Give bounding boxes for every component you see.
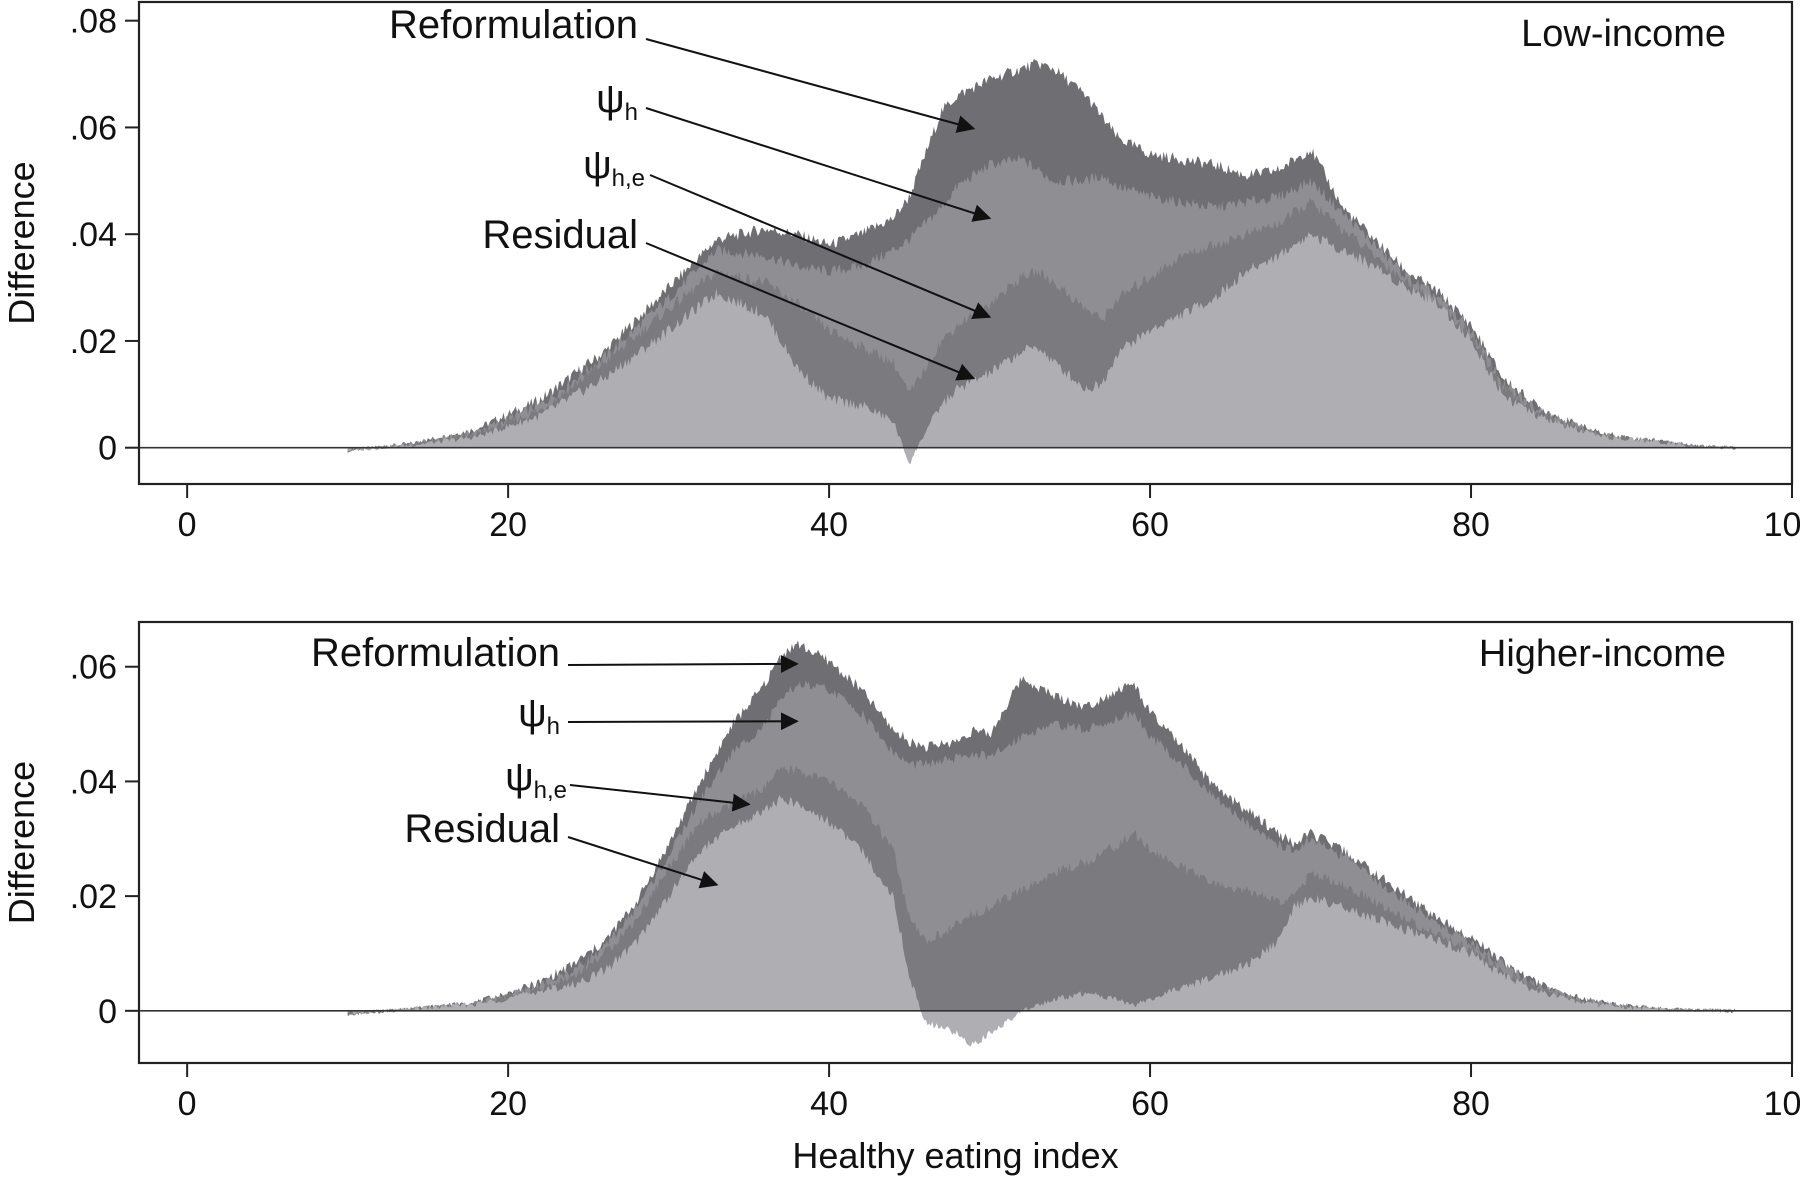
annotation-label: ψh,e [583,143,645,192]
annotation-psi-h-e: ψh,e [583,143,992,319]
annotation-label: Reformulation [311,631,560,675]
annotation-arrow [567,654,799,673]
annotation-residual: Residual [482,213,976,381]
annotation-psi-h: ψh [596,77,992,222]
y-tick-label: .06 [70,649,117,687]
annotation-label: ψh [518,691,560,740]
x-tick-label: 80 [1452,1085,1490,1123]
plot-frame [137,0,1794,486]
area-residual [347,232,1736,465]
annotation-label: Residual [404,807,560,851]
annotation-arrow [569,784,751,812]
annotation-label: ψh [596,77,638,126]
annotation-arrow [649,174,992,319]
plot-frame [137,620,1794,1065]
y-tick-label: .08 [70,3,117,41]
y-axis-title: Difference [1,161,42,324]
x-tick-label: 20 [489,506,527,544]
y-tick-label: .02 [70,878,117,916]
annotation-label: Residual [482,213,638,257]
panel-title: Higher-income [1479,633,1726,675]
panel-low-income: 0 .02 .04 .06 .08 0 20 40 60 80 100 Difference Low-i… [1,0,1800,544]
x-axis-title: Healthy eating index [792,1135,1118,1176]
x-tick-label: 60 [1131,506,1169,544]
annotation-label: ψh,e [505,755,567,804]
panel-title: Low-income [1521,13,1726,55]
x-tick-label: 40 [810,1085,848,1123]
y-tick-label: 0 [98,993,117,1031]
annotation-reformulation: Reformulation [311,631,799,675]
x-tick-label: 60 [1131,1085,1169,1123]
annotation-psi-h-e: ψh,e [505,755,751,812]
y-tick-label: .06 [70,109,117,147]
x-tick-label: 100 [1764,506,1800,544]
annotation-arrow [645,242,976,381]
y-tick-label: .02 [70,323,117,361]
y-axis-title: Difference [1,761,42,924]
x-tick-label: 0 [178,1085,197,1123]
y-tick-label: .04 [70,763,117,801]
area-residual [347,794,1736,1047]
x-tick-label: 20 [489,1085,527,1123]
x-tick-label: 40 [810,506,848,544]
annotation-label: Reformulation [389,3,638,47]
annotation-reformulation: Reformulation [389,3,976,133]
annotation-psi-h: ψh [518,691,799,740]
annotation-residual: Residual [404,807,719,889]
annotation-arrow [645,38,976,133]
annotation-arrow [567,712,799,731]
annotation-arrow [567,836,719,889]
y-tick-label: .04 [70,216,117,254]
x-tick-label: 0 [178,506,197,544]
annotation-arrow [645,107,992,222]
x-tick-label: 100 [1764,1085,1800,1123]
panel-higher-income: 0 .02 .04 .06 0 20 40 60 80 100 Difference Healthy … [1,620,1800,1176]
y-tick-label: 0 [98,430,117,468]
x-tick-label: 80 [1452,506,1490,544]
